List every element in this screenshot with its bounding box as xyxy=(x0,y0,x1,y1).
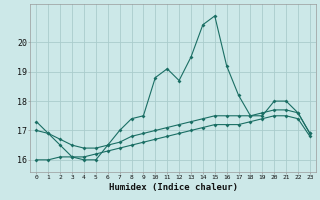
X-axis label: Humidex (Indice chaleur): Humidex (Indice chaleur) xyxy=(108,183,238,192)
